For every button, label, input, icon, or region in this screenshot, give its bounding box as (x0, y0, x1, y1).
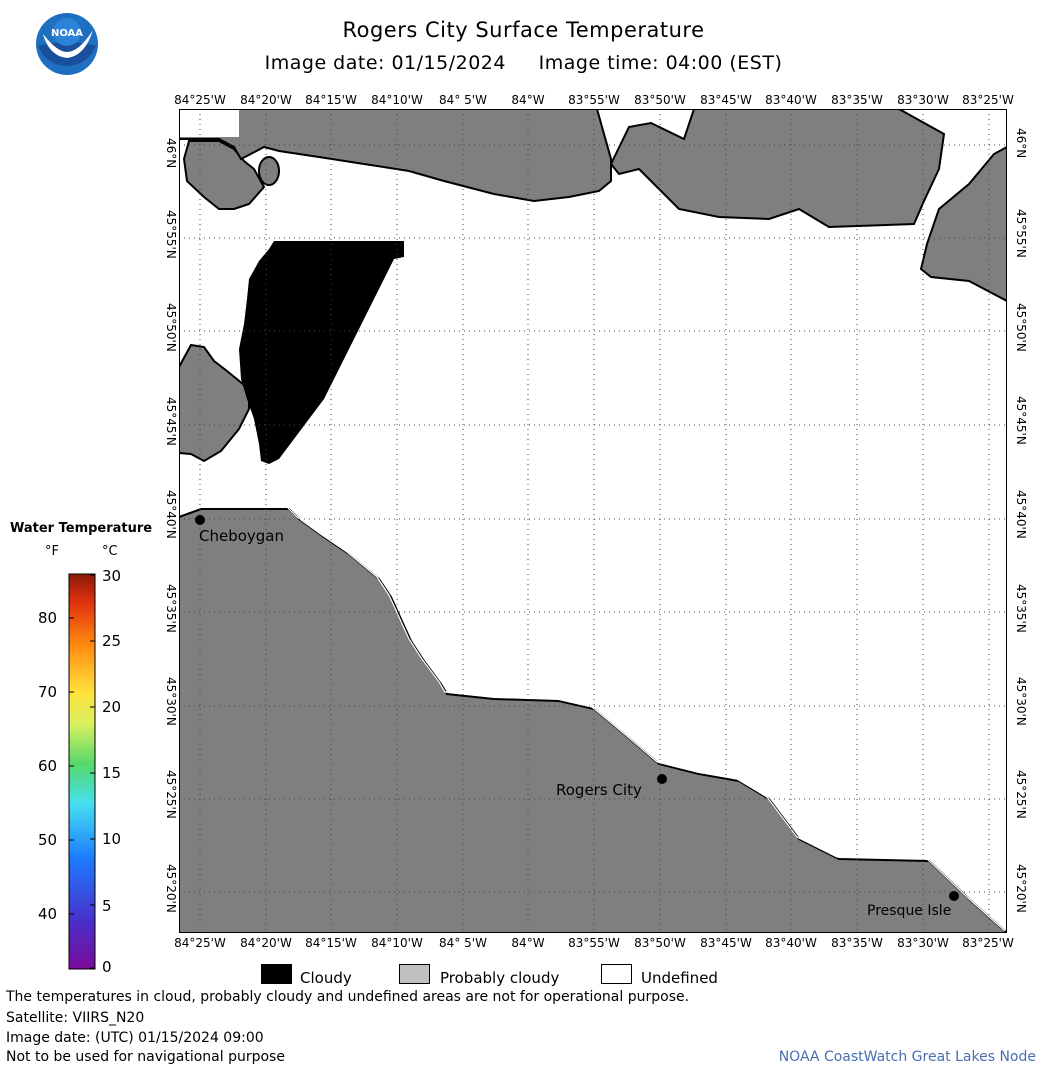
land-upper-left (182, 140, 266, 210)
land-lower-peninsula (179, 506, 1007, 933)
cheboygan-marker (195, 515, 205, 525)
key-cloudy-swatch (261, 964, 292, 984)
presque-isle-marker (949, 891, 959, 901)
unit-fahrenheit: °F (45, 544, 59, 559)
unit-celsius: °C (102, 544, 118, 559)
land-island-left (179, 343, 250, 463)
credit-text: NOAA CoastWatch Great Lakes Node (778, 1049, 1036, 1065)
rogers-city-marker (657, 774, 667, 784)
svg-text:NOAA: NOAA (51, 28, 83, 39)
land-upper-middle (179, 109, 612, 203)
utc-image-date: Image date: (UTC) 01/15/2024 09:00 (6, 1030, 264, 1046)
key-cloudy-label: Cloudy (300, 969, 352, 987)
satellite-info: Satellite: VIIRS_N20 (6, 1010, 145, 1026)
map-canvas (179, 109, 1007, 933)
rogers-city-label: Rogers City (556, 781, 642, 799)
key-undefined-label: Undefined (641, 969, 718, 987)
operational-disclaimer: The temperatures in cloud, probably clou… (6, 989, 690, 1005)
legend-title: Water Temperature (10, 521, 153, 536)
cloudy-region (239, 241, 404, 464)
noaa-logo: NOAA (36, 13, 98, 75)
key-undefined-swatch (601, 964, 632, 984)
image-date-time: Image date: 01/15/2024 Image time: 04:00… (264, 52, 783, 74)
presque-isle-label: Presque Isle (867, 903, 952, 919)
temperature-colorbar (68, 573, 96, 970)
key-probably-cloudy-swatch (399, 964, 430, 984)
land-upper-right (609, 109, 946, 229)
key-probably-cloudy-label: Probably cloudy (440, 969, 560, 987)
land-far-right (919, 145, 1007, 303)
lat-lon-grid (179, 109, 1007, 933)
map-title: Rogers City Surface Temperature (342, 18, 705, 42)
cheboygan-label: Cheboygan (199, 527, 285, 545)
navigation-disclaimer: Not to be used for navigational purpose (6, 1049, 285, 1065)
